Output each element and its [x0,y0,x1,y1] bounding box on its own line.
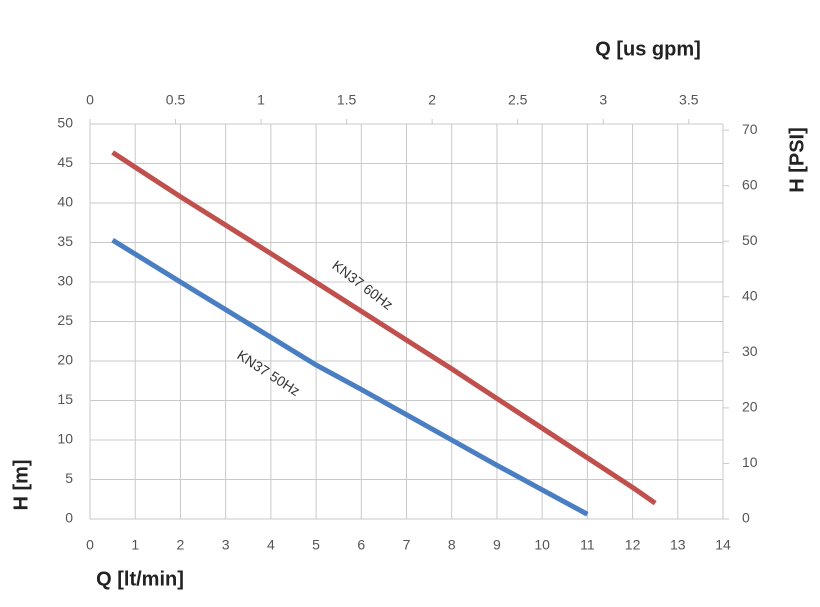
y-tick-label: 10 [57,431,73,447]
x-tick-label: 11 [580,537,595,553]
x-tick-label: 10 [534,537,550,553]
x2-tick-label: 1 [257,92,265,108]
x-tick-label: 8 [448,537,456,553]
x-axis-label: Q [lt/min] [96,568,184,590]
line-series [111,150,657,506]
y-tick-label: 5 [65,470,73,486]
y2-tick-label: 0 [742,510,750,526]
y2-tick-label: 40 [742,287,758,303]
y-tick-label: 20 [57,352,73,368]
x-tick-label: 5 [312,537,320,553]
y-tick-label: 25 [57,312,73,328]
x2-tick-label: 0.5 [166,92,186,108]
x-tick-label: 14 [715,537,731,553]
x2-tick-label: 3 [599,92,607,108]
y-axis-label: H [m] [10,459,32,510]
x2-axis-label: Q [us gpm] [595,38,701,60]
x2-tick-label: 2 [428,92,436,108]
y-tick-label: 30 [57,273,73,289]
y-tick-label: 0 [65,510,73,526]
x-tick-label: 4 [267,537,275,553]
x2-tick-label: 3.5 [679,92,699,108]
y2-tick-label: 50 [742,232,758,248]
x2-tick-label: 0 [86,92,94,108]
x-tick-label: 3 [222,537,230,553]
y-tick-label: 15 [57,391,73,407]
x-tick-label: 12 [625,537,641,553]
y-tick-label: 45 [57,154,73,170]
y2-tick-label: 60 [742,176,758,192]
x-tick-label: 9 [493,537,501,553]
x2-tick-label: 1.5 [337,92,357,108]
y-tick-label: 50 [57,115,73,131]
y-tick-label: 35 [57,233,73,249]
y2-tick-label: 30 [742,343,758,359]
x-tick-label: 7 [403,537,411,553]
y2-tick-label: 70 [742,121,758,137]
y2-axis-label: H [PSI] [786,127,808,193]
y2-tick-label: 20 [742,399,758,415]
x-tick-label: 0 [86,537,94,553]
y2-tick-label: 10 [742,454,758,470]
x-tick-label: 6 [357,537,365,553]
y-tick-label: 40 [57,194,73,210]
x-tick-label: 1 [131,537,139,553]
x-tick-label: 13 [670,537,686,553]
line-series [111,238,589,517]
x2-tick-label: 2.5 [508,92,528,108]
x-tick-label: 2 [177,537,185,553]
